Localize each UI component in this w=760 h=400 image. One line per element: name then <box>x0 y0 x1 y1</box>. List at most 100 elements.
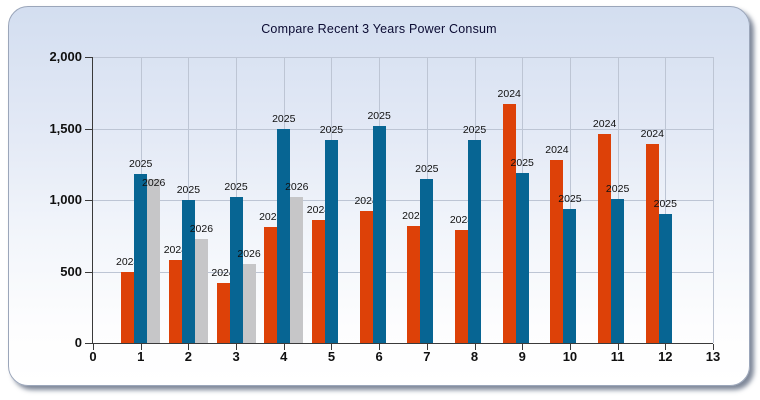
bar-label-2024-month-11: 2024 <box>592 118 617 131</box>
x-tick-label: 1 <box>137 349 145 364</box>
bar-label-2026-month-2: 2026 <box>189 222 214 235</box>
x-tick-label: 12 <box>658 349 673 364</box>
bar-label-2026-month-1: 2026 <box>142 176 166 189</box>
x-tick-label: 13 <box>705 349 721 364</box>
h-gridline <box>93 128 713 130</box>
bar-label-2025-month-11: 2025 <box>605 182 630 195</box>
bar-2025-month-1 <box>134 174 148 343</box>
bar-2026-month-3 <box>242 264 256 343</box>
bar-label-2025-month-5: 2025 <box>319 123 344 136</box>
bar-label-2025-month-8: 2025 <box>462 123 487 136</box>
bar-label-2024-month-2: 2024 <box>163 244 188 257</box>
x-tick-label: 4 <box>280 349 288 364</box>
y-tick-label: 0 <box>74 335 82 350</box>
bar-label-2025-month-12: 2025 <box>653 198 677 211</box>
bar-label-2024-month-9: 2024 <box>497 88 521 101</box>
x-tick <box>569 344 571 350</box>
x-tick-label: 7 <box>423 349 431 364</box>
y-tick <box>85 128 92 130</box>
bar-2025-month-11 <box>611 198 625 343</box>
bar-label-2026-month-4: 2026 <box>285 181 309 194</box>
x-tick-label: 10 <box>562 349 578 364</box>
bar-label-2024-month-6: 2024 <box>354 195 378 208</box>
y-tick <box>85 271 92 273</box>
h-gridline <box>93 57 713 58</box>
bar-label-2024-month-5: 2024 <box>306 204 331 217</box>
y-tick-label: 1,000 <box>49 192 82 207</box>
chart-title: Compare Recent 3 Years Power Consum <box>261 22 497 36</box>
bar-label-2024-month-7: 2024 <box>402 209 426 222</box>
y-axis-line <box>92 57 93 344</box>
x-tick-label: 8 <box>470 349 479 364</box>
x-tick <box>283 344 285 350</box>
v-gridline <box>713 57 714 343</box>
bar-2026-month-1 <box>147 178 161 343</box>
bar-label-2024-month-1: 2024 <box>116 255 140 268</box>
x-tick <box>379 344 381 350</box>
x-tick <box>426 344 428 350</box>
x-tick <box>331 344 333 350</box>
bar-2025-month-7 <box>420 178 434 343</box>
x-tick-label: 5 <box>327 349 336 364</box>
bar-2026-month-2 <box>194 238 208 343</box>
bar-2025-month-3 <box>229 197 243 343</box>
x-tick <box>713 344 714 350</box>
bar-label-2025-month-10: 2025 <box>558 192 582 205</box>
y-tick-label: 1,500 <box>49 120 82 136</box>
x-tick-label: 6 <box>375 349 383 364</box>
bar-2025-month-10 <box>563 208 577 343</box>
x-tick-label: 9 <box>518 349 526 364</box>
bar-label-2024-month-4: 2024 <box>259 211 283 224</box>
y-tick <box>85 343 92 344</box>
x-tick <box>93 344 94 350</box>
bar-label-2025-month-4: 2025 <box>272 112 296 125</box>
bar-2025-month-9 <box>515 172 529 343</box>
bar-label-2024-month-8: 2024 <box>449 214 474 227</box>
bar-label-2025-month-7: 2025 <box>415 162 439 175</box>
bar-2024-month-1 <box>121 271 135 343</box>
bar-label-2024-month-12: 2024 <box>640 128 664 141</box>
bar-label-2025-month-1: 2025 <box>129 158 153 171</box>
bar-2024-month-5 <box>311 220 325 343</box>
bar-label-2025-month-3: 2025 <box>224 181 248 194</box>
x-tick-label: 3 <box>232 349 240 364</box>
bar-2024-month-9 <box>502 104 516 343</box>
x-tick-label: 11 <box>610 349 625 364</box>
bar-2025-month-6 <box>372 125 386 343</box>
y-tick-label: 2,000 <box>49 49 82 64</box>
x-tick <box>188 344 190 350</box>
bar-2025-month-5 <box>324 139 338 343</box>
bar-label-2026-month-3: 2026 <box>237 248 261 261</box>
x-tick <box>140 344 142 350</box>
x-tick-label: 0 <box>89 349 97 364</box>
bar-2024-month-8 <box>455 230 469 343</box>
bar-label-2025-month-9: 2025 <box>510 156 534 169</box>
y-tick-label: 500 <box>60 263 82 279</box>
bar-2025-month-4 <box>277 128 291 343</box>
bar-2024-month-10 <box>550 159 564 343</box>
h-gridline <box>93 200 713 201</box>
bar-2025-month-2 <box>181 200 195 343</box>
bar-2024-month-12 <box>645 144 659 343</box>
bar-2024-month-11 <box>598 134 612 343</box>
bar-2025-month-12 <box>658 214 672 343</box>
h-gridline <box>93 271 713 273</box>
bar-2024-month-7 <box>407 225 421 343</box>
y-tick <box>85 57 92 58</box>
bar-2024-month-6 <box>359 211 373 343</box>
x-tick <box>236 344 238 350</box>
x-tick <box>617 344 619 350</box>
bar-label-2025-month-6: 2025 <box>367 109 391 122</box>
x-tick <box>665 344 667 350</box>
bar-label-2024-month-10: 2024 <box>545 143 569 156</box>
x-tick <box>522 344 524 350</box>
bar-label-2024-month-3: 2024 <box>211 266 235 279</box>
bar-label-2025-month-2: 2025 <box>176 184 201 196</box>
x-tick-label: 2 <box>184 349 192 364</box>
x-tick <box>474 344 476 350</box>
bar-2024-month-4 <box>264 227 278 343</box>
bar-2026-month-4 <box>290 197 304 343</box>
bar-2024-month-3 <box>216 282 230 343</box>
y-tick <box>85 200 92 201</box>
